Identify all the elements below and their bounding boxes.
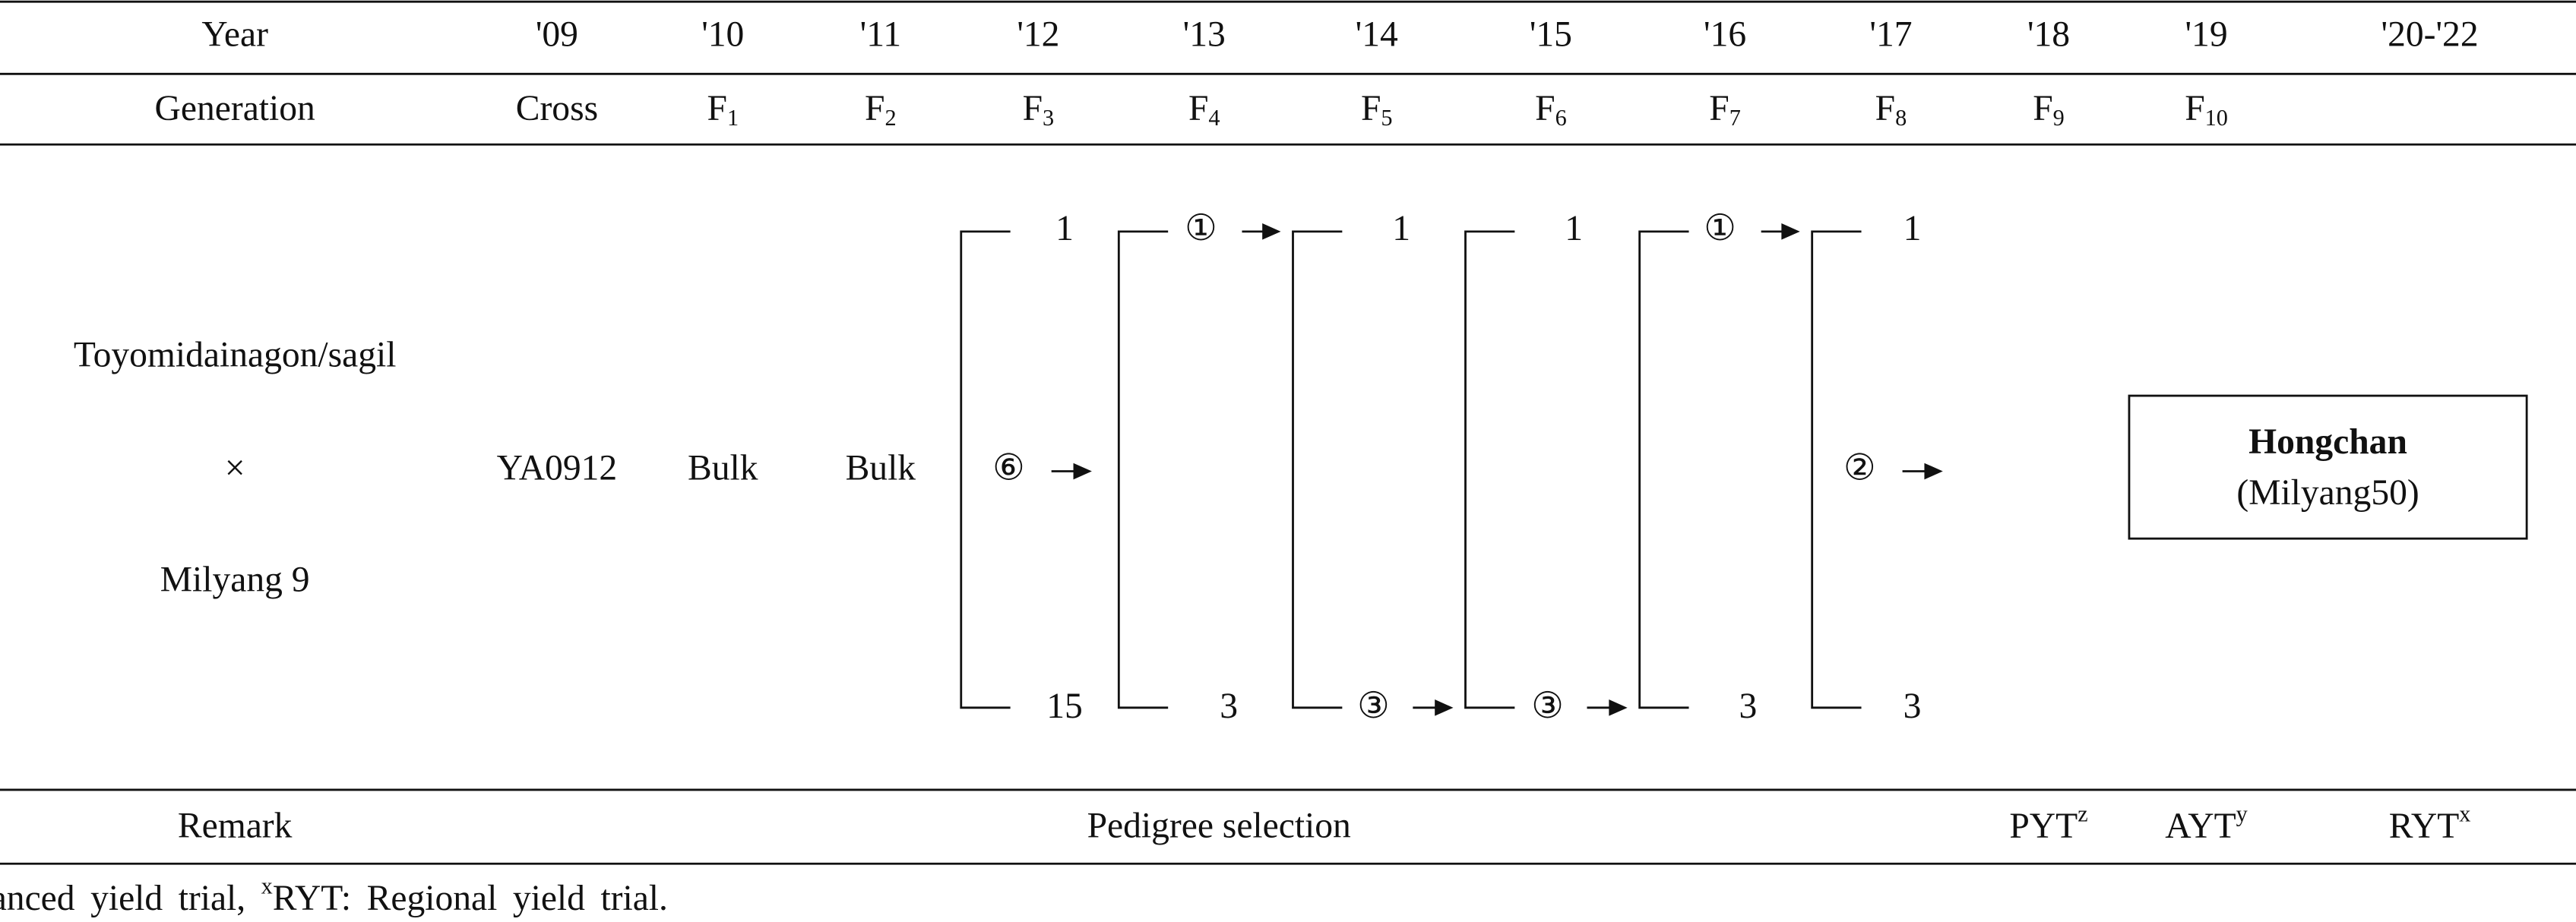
bracket-top: ①	[1185, 209, 1217, 248]
arrow	[1413, 699, 1454, 716]
bracket-middle: ②	[1843, 448, 1876, 488]
trial-sup: z	[2078, 800, 2087, 826]
year: '15	[1530, 15, 1572, 55]
parent: Milyang 9	[160, 560, 310, 599]
bracket-bottom: 3	[1904, 687, 1922, 726]
step: Bulk	[846, 448, 916, 488]
trial-sup: y	[2236, 800, 2248, 826]
generation: F9	[2033, 89, 2065, 131]
generation: F7	[1709, 89, 1741, 131]
remark-label: Remark	[178, 807, 293, 846]
trial-sup: x	[2459, 800, 2470, 826]
variety-box	[2128, 394, 2528, 540]
bracket-bottom: 3	[1739, 687, 1757, 726]
year: '20-'22	[2381, 15, 2479, 55]
arrow	[1242, 223, 1281, 240]
trial: PYTz	[2009, 800, 2087, 845]
variety-line: (Milyang50)	[2236, 473, 2419, 513]
year: '14	[1356, 15, 1398, 55]
footnote-text: AYT: Advanced yield trial,	[0, 879, 261, 918]
generation: F2	[865, 89, 897, 131]
generation: F4	[1188, 89, 1220, 131]
year: '13	[1183, 15, 1226, 55]
bracket	[1117, 230, 1169, 709]
generation-text: F	[1361, 89, 1381, 128]
generation-sub: 1	[727, 105, 739, 131]
generation-sub: 4	[1208, 105, 1220, 131]
generation: F5	[1361, 89, 1393, 131]
generation-sub: 3	[1043, 105, 1054, 131]
generation-text: F	[1709, 89, 1729, 128]
trial-text: PYT	[2009, 807, 2078, 846]
cross-sign: ×	[225, 448, 245, 488]
year: '09	[536, 15, 578, 55]
bracket-top: 1	[1055, 209, 1074, 248]
bracket-top: 1	[1904, 209, 1922, 248]
parent: Toyomidainagon/sagil	[74, 335, 397, 374]
generation-sub: 5	[1381, 105, 1392, 131]
step: Bulk	[688, 448, 758, 488]
bracket-bottom: ③	[1357, 687, 1390, 726]
footnote-sup: x	[261, 873, 273, 899]
bracket	[1638, 230, 1689, 709]
year: '11	[860, 15, 901, 55]
bracket	[1811, 230, 1862, 709]
year: '12	[1017, 15, 1059, 55]
bracket-middle: ⑥	[992, 448, 1025, 488]
trial-text: AYT	[2165, 807, 2236, 846]
generation: Cross	[516, 89, 598, 128]
year-label: Year	[201, 15, 268, 55]
generation: F3	[1023, 89, 1055, 131]
bracket-bottom: 15	[1046, 687, 1083, 726]
generation-text: F	[1188, 89, 1208, 128]
generation-text: F	[2185, 89, 2204, 128]
trial: AYTy	[2165, 800, 2247, 845]
bracket-top: ①	[1704, 209, 1736, 248]
year: '18	[2027, 15, 2070, 55]
bracket-top: 1	[1392, 209, 1410, 248]
bracket-bottom: ③	[1531, 687, 1564, 726]
generation: F1	[707, 89, 739, 131]
footnote: zPYT: Preliminary yield trial, yAYT: Adv…	[0, 873, 668, 918]
bracket	[1464, 230, 1515, 709]
generation-text: F	[1875, 89, 1895, 128]
arrow	[1761, 223, 1800, 240]
generation-sub: 10	[2205, 105, 2228, 131]
arrow	[1587, 699, 1628, 716]
generation-sub: 9	[2053, 105, 2065, 131]
generation-sub: 6	[1555, 105, 1567, 131]
bracket-top: 1	[1565, 209, 1583, 248]
bracket	[960, 230, 1011, 709]
generation-text: F	[2033, 89, 2052, 128]
generation: F10	[2185, 89, 2228, 131]
arrow	[1902, 463, 1943, 480]
year: '10	[701, 15, 744, 55]
year: '16	[1704, 15, 1746, 55]
generation-text: F	[1535, 89, 1555, 128]
year: '17	[1869, 15, 1912, 55]
trial: RYTx	[2389, 800, 2471, 845]
bracket-bottom: 3	[1220, 687, 1238, 726]
arrow	[1051, 463, 1092, 480]
generation: F6	[1535, 89, 1567, 131]
step: YA0912	[497, 448, 618, 488]
generation-sub: 7	[1729, 105, 1741, 131]
generation-text: F	[1023, 89, 1043, 128]
trial-text: RYT	[2389, 807, 2459, 846]
generation-label: Generation	[155, 89, 315, 128]
year: '19	[2185, 15, 2227, 55]
generation-text: F	[707, 89, 726, 128]
generation-text: F	[865, 89, 885, 128]
variety-name: Hongchan	[2248, 422, 2407, 462]
generation: F8	[1875, 89, 1907, 131]
pedigree-label: Pedigree selection	[1087, 807, 1351, 846]
bracket	[1292, 230, 1343, 709]
generation-text: Cross	[516, 89, 598, 128]
generation-sub: 8	[1895, 105, 1907, 131]
footnote-text: RYT: Regional yield trial.	[273, 879, 668, 918]
generation-sub: 2	[885, 105, 896, 131]
